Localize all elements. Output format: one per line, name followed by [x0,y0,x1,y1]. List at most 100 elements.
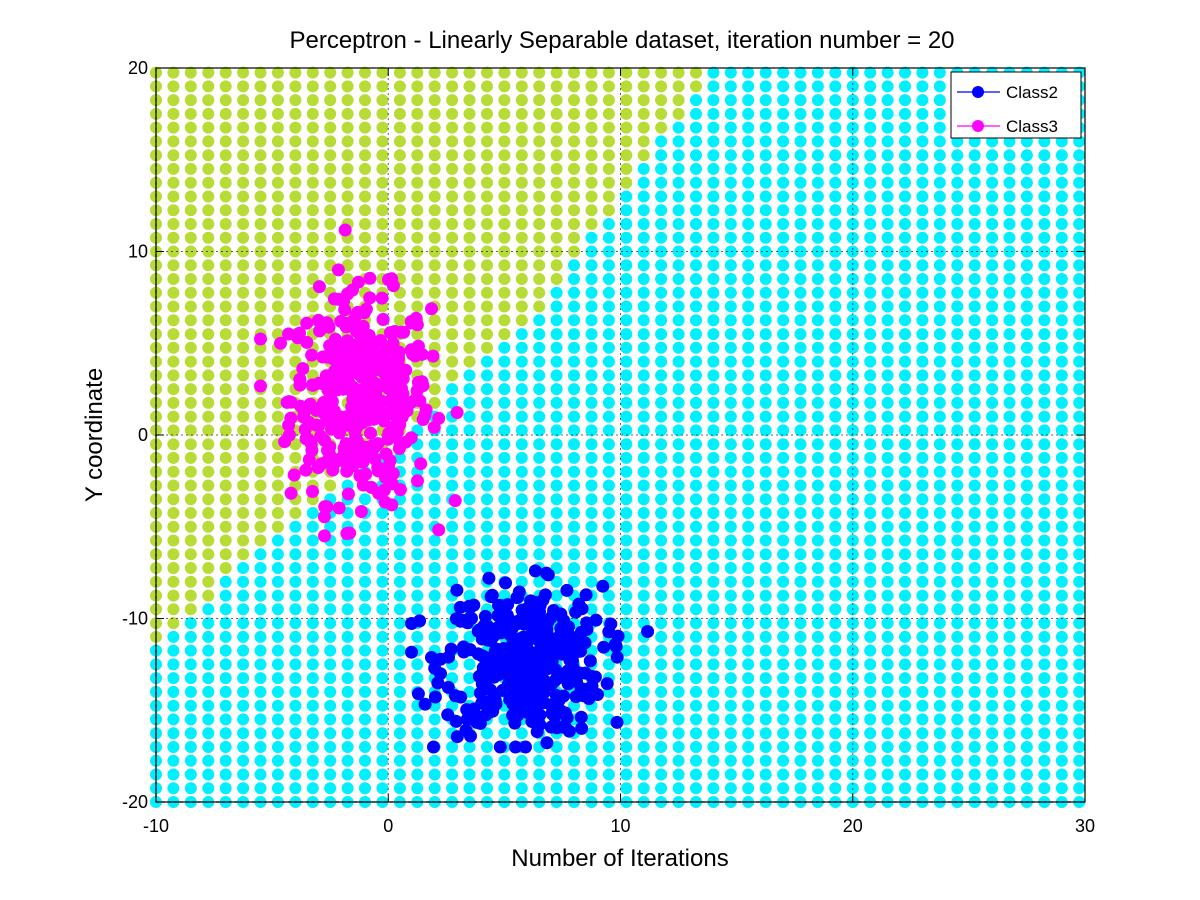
region-dot [881,107,894,120]
region-dot [271,589,284,602]
region-dot [829,314,842,327]
region-dot [219,589,232,602]
region-dot [202,575,215,588]
region-dot [951,451,964,464]
region-dot [707,493,720,506]
region-dot [1020,699,1033,712]
region-dot [167,204,180,217]
region-dot [829,204,842,217]
region-dot [620,451,633,464]
region-dot [376,630,389,643]
region-dot [1020,424,1033,437]
region-dot [463,218,476,230]
region-dot [550,176,563,189]
region-dot [986,383,999,396]
region-dot [742,162,755,175]
class3-point [331,354,345,367]
region-dot [306,520,319,533]
region-dot [690,314,702,327]
region-dot [951,273,964,285]
region-dot [219,699,232,712]
region-dot [829,355,842,368]
region-dot [446,741,459,753]
region-dot [1055,328,1068,341]
region-dot [899,121,911,134]
region-dot [690,507,702,519]
region-dot [1003,328,1016,341]
region-dot [811,713,824,726]
region-dot [254,768,267,781]
region-dot [881,162,894,175]
region-dot [1055,782,1068,795]
region-dot [184,300,197,313]
region-dot [376,204,389,217]
region-dot [359,245,371,258]
region-dot [620,190,633,203]
region-dot [602,493,615,506]
region-dot [202,479,215,492]
region-dot [707,176,720,189]
region-dot [655,231,668,244]
region-dot [359,644,371,657]
region-dot [759,314,772,327]
region-dot [1055,300,1068,313]
class2-point [482,571,496,585]
region-dot [359,727,371,740]
region-dot [899,782,911,795]
region-dot [637,300,650,313]
region-dot [411,493,424,506]
region-dot [515,231,528,244]
region-dot [359,94,371,107]
region-dot [1073,424,1086,437]
region-dot [533,396,546,409]
region-dot [811,548,824,561]
region-dot [446,286,459,299]
region-dot [1073,672,1086,685]
region-dot [1073,190,1086,203]
region-dot [271,562,284,574]
region-dot [846,534,859,547]
region-dot [1020,273,1033,285]
region-dot [777,451,790,464]
region-dot [498,520,511,533]
class2-point [534,617,548,631]
region-dot [446,328,459,341]
region-dot [811,699,824,712]
region-dot [759,396,772,409]
region-dot [219,534,232,547]
region-dot [672,465,685,478]
region-dot [463,231,476,244]
class3-point [323,339,337,353]
region-dot [951,231,964,244]
region-dot [1055,630,1068,643]
region-dot [515,273,528,285]
region-dot [481,94,493,107]
region-dot [794,396,807,409]
region-dot [1020,218,1033,230]
region-dot [568,94,580,107]
region-dot [951,410,964,423]
region-dot [1003,396,1016,409]
region-dot [759,162,772,175]
region-dot [620,162,633,175]
region-dot [829,410,842,423]
region-dot [271,190,284,203]
region-dot [411,713,424,726]
region-dot [324,658,337,671]
region-dot [1055,534,1068,547]
region-dot [1055,575,1068,588]
region-dot [1020,328,1033,341]
region-dot [899,562,911,574]
region-dot [1020,149,1033,162]
region-dot [724,465,737,478]
region-dot [742,685,755,698]
region-dot [690,424,702,437]
class2-point [533,599,547,613]
region-dot [777,617,790,630]
region-dot [498,94,511,107]
region-dot [498,438,511,451]
region-dot [933,121,946,134]
region-dot [899,273,911,285]
region-dot [724,80,737,93]
region-dot [463,314,476,327]
